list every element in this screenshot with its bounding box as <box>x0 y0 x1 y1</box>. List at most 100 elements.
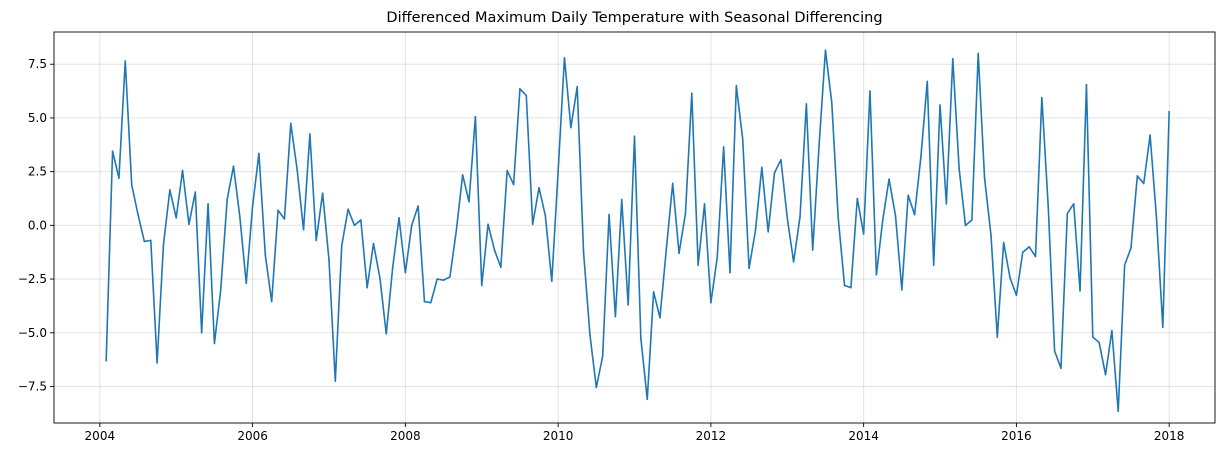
data-point <box>118 177 120 179</box>
data-point <box>544 214 547 217</box>
data-point <box>888 178 890 180</box>
data-point <box>219 289 222 291</box>
data-point <box>1136 175 1139 177</box>
data-point <box>729 271 731 274</box>
data-point <box>563 56 566 59</box>
data-point <box>710 301 712 304</box>
data-point <box>334 380 337 382</box>
data-point <box>506 169 508 172</box>
data-point <box>780 159 782 161</box>
data-point <box>920 155 922 158</box>
data-point <box>678 252 680 255</box>
data-point <box>557 170 559 173</box>
y-tick-label: 7.5 <box>28 57 47 71</box>
data-point <box>347 208 349 211</box>
data-point <box>169 189 171 191</box>
data-point <box>289 122 292 125</box>
x-tick-label: 2006 <box>237 429 268 443</box>
data-point <box>1104 373 1107 376</box>
data-point <box>175 217 178 219</box>
x-tick-label: 2010 <box>543 429 574 443</box>
series-line <box>105 49 1170 412</box>
data-point <box>328 258 330 261</box>
data-point <box>226 198 228 201</box>
data-point <box>811 249 814 251</box>
data-point <box>850 286 852 289</box>
data-point <box>843 284 846 287</box>
data-point <box>194 191 197 193</box>
data-point <box>1053 350 1056 352</box>
data-point <box>951 58 954 60</box>
data-point <box>862 233 865 235</box>
data-point <box>353 224 356 227</box>
x-tick-label: 2016 <box>1001 429 1032 443</box>
data-point <box>213 342 216 345</box>
data-point <box>270 300 273 303</box>
data-point <box>901 289 903 291</box>
y-tick-label: 2.5 <box>28 165 47 179</box>
data-point <box>576 85 579 88</box>
data-point <box>805 103 808 105</box>
data-point <box>283 218 286 220</box>
data-point <box>429 301 432 304</box>
data-point <box>945 203 948 205</box>
data-point <box>130 183 133 186</box>
plot-frame <box>53 31 1216 424</box>
data-point <box>881 219 884 221</box>
data-point <box>111 150 114 153</box>
data-point <box>767 231 769 233</box>
data-point <box>684 212 687 215</box>
data-point <box>105 359 107 362</box>
data-point <box>550 280 553 283</box>
data-point <box>1028 246 1030 248</box>
data-point <box>652 291 655 293</box>
data-point <box>232 165 235 168</box>
data-point <box>665 248 668 250</box>
data-point <box>372 242 375 245</box>
x-tick-label: 2014 <box>848 429 879 443</box>
data-point <box>461 174 464 176</box>
data-point <box>640 337 642 339</box>
data-point <box>360 219 362 221</box>
data-point <box>977 52 980 55</box>
data-point <box>1091 336 1094 338</box>
data-point <box>792 261 795 263</box>
data-point <box>856 197 859 200</box>
data-point <box>1142 182 1145 185</box>
data-point <box>996 336 999 338</box>
data-point <box>1162 326 1164 329</box>
data-point <box>748 267 750 270</box>
data-point <box>1066 212 1069 215</box>
data-point <box>1021 251 1024 254</box>
data-point <box>983 177 986 179</box>
data-point <box>398 217 400 219</box>
data-point <box>570 126 572 129</box>
data-point <box>913 213 916 216</box>
data-point <box>932 264 935 266</box>
data-point <box>207 203 209 205</box>
data-point <box>277 209 279 212</box>
data-point <box>379 277 381 279</box>
data-point <box>264 254 267 257</box>
y-axis-ticks: 7.5 5.0 2.5 0.0 −2.5 −5.0 −7.5 <box>18 57 54 393</box>
data-point <box>442 279 445 281</box>
data-point <box>659 316 661 319</box>
data-point <box>391 267 394 270</box>
x-tick-label: 2008 <box>390 429 421 443</box>
series-layer <box>105 49 1170 412</box>
data-point <box>1123 264 1126 266</box>
grid-lines <box>54 32 1215 423</box>
data-point <box>754 229 757 232</box>
x-tick-label: 2012 <box>696 429 727 443</box>
data-point <box>1117 410 1120 412</box>
data-point <box>1060 367 1062 370</box>
data-point <box>474 116 477 118</box>
data-point <box>894 214 897 217</box>
data-point <box>385 333 388 335</box>
data-point <box>601 355 604 358</box>
data-point <box>149 239 152 242</box>
data-point <box>500 266 502 269</box>
data-point <box>1130 247 1132 249</box>
data-point <box>620 198 623 201</box>
